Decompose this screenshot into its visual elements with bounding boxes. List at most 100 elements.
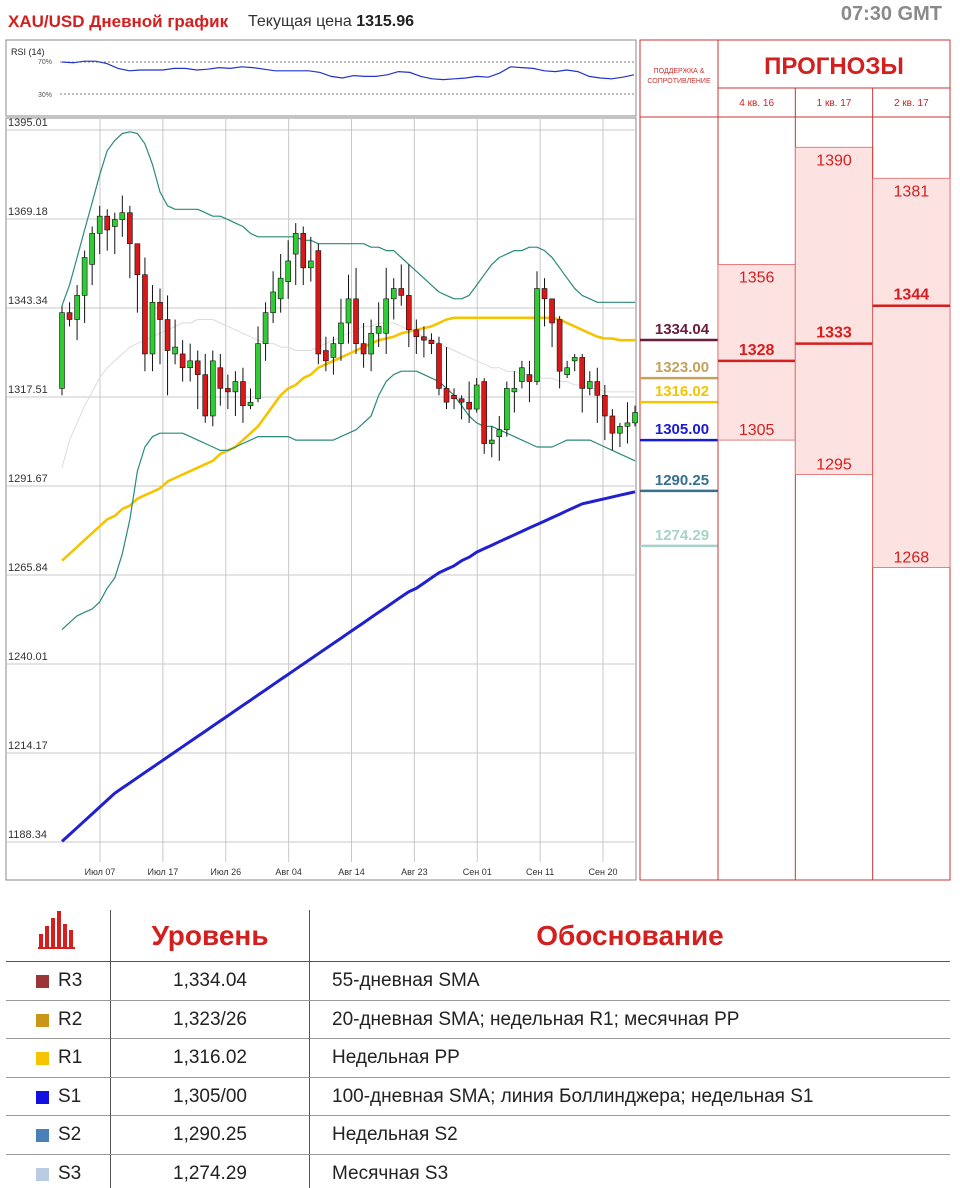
candle-bear [217, 367, 224, 389]
x-tick-label: Июл 07 [85, 867, 116, 877]
forecast-column-label: 1 кв. 17 [817, 98, 852, 109]
candle-bear [360, 343, 367, 355]
forecast-high-label: 1356 [739, 269, 775, 286]
forecast-mid-label: 1344 [894, 287, 930, 304]
candle-bear [104, 215, 111, 231]
candle-bull [504, 388, 510, 431]
candle-bear [609, 415, 616, 434]
candle-bull [330, 343, 337, 358]
bar-chart-icon [38, 911, 75, 949]
price-value: 1315.96 [356, 13, 415, 30]
level-name: S1 [58, 1085, 82, 1107]
candle-bull [74, 295, 80, 320]
rsi-label: RSI (14) [11, 47, 45, 57]
forecast-low-label: 1295 [816, 457, 852, 474]
candle-bull [255, 343, 261, 400]
candle-bear [421, 336, 427, 341]
support-title-line1: ПОДДЕРЖКА & [654, 68, 705, 75]
level-name: R2 [58, 1008, 83, 1030]
candle-bull [89, 233, 95, 265]
candle-bull [586, 381, 593, 389]
forecast-low-label: 1268 [894, 550, 930, 567]
candle-bear [240, 381, 246, 406]
support-level-label: 1274.29 [655, 527, 709, 544]
candle-bull [209, 360, 216, 417]
candle-bull [292, 233, 299, 255]
table-row: S2 1,290.25 Недельная S2 [6, 1116, 950, 1155]
candle-bear [353, 298, 359, 344]
level-name: S2 [58, 1124, 82, 1145]
candle-bull [345, 298, 352, 324]
level-reason: Недельная S2 [332, 1124, 458, 1145]
candle-bull [308, 260, 314, 269]
candle-bear [300, 233, 307, 269]
candle-bull [496, 429, 503, 437]
header-level: Уровень [110, 910, 310, 962]
candle-bull [383, 298, 389, 334]
series-bollinger_upper [61, 131, 635, 306]
level-color-swatch [36, 1090, 49, 1104]
level-color-swatch [36, 1167, 49, 1181]
forecast-range [717, 263, 796, 441]
level-color-swatch [36, 975, 49, 988]
table-row: R3 1,334.04 55-дневная SMA [6, 962, 950, 1001]
candle-bear [594, 381, 601, 396]
level-reason: Месячная S3 [332, 1162, 449, 1184]
candle-bull [338, 322, 344, 344]
candle-bear [443, 388, 450, 403]
candle-bull [119, 212, 126, 220]
candle-bull [285, 260, 291, 282]
candle-bear [458, 398, 465, 403]
candle-bear [194, 360, 201, 375]
forecast-mid-label: 1333 [816, 325, 852, 342]
y-tick-label: 1214.17 [8, 740, 48, 752]
candle-bear [66, 312, 73, 320]
candle-bear [579, 357, 586, 389]
candle-bear [225, 388, 231, 393]
candle-bear [398, 288, 405, 296]
candle-bear [323, 350, 329, 362]
forecast-range [794, 146, 874, 475]
candle-bear [315, 250, 322, 355]
x-tick-label: Авг 23 [401, 867, 428, 877]
y-tick-label: 1188.34 [8, 829, 47, 841]
candle-bear [413, 329, 420, 338]
y-tick-label: 1291.67 [8, 473, 48, 485]
x-tick-label: Сен 11 [526, 867, 554, 877]
rsi-tick-70: 70% [38, 59, 52, 66]
level-name: S3 [58, 1162, 82, 1184]
candle-bear [526, 374, 533, 382]
candle-bear [556, 319, 563, 372]
current-price: Текущая цена 1315.96 [248, 13, 414, 31]
level-color-swatch [36, 1129, 49, 1142]
x-tick-label: Сен 01 [463, 867, 492, 877]
rsi-line [61, 60, 635, 81]
candle-bear [179, 353, 186, 369]
forecast-high-label: 1390 [816, 152, 852, 169]
forecast-title: ПРОГНОЗЫ [764, 53, 904, 80]
candle-bear [202, 374, 209, 417]
forecast-high-label: 1381 [894, 183, 930, 200]
level-name: R1 [58, 1047, 83, 1068]
candle-bull [624, 422, 631, 427]
candle-bull [534, 288, 540, 382]
table-row: S3 1,274.29 Месячная S3 [6, 1154, 950, 1188]
level-reason: 20-дневная SMA; недельная R1; месячная P… [332, 1008, 740, 1030]
candle-bull [390, 288, 397, 300]
candle-bull [368, 332, 374, 355]
candle-bear [406, 295, 412, 331]
candle-bull [473, 384, 480, 410]
x-tick-label: Июл 26 [210, 867, 241, 877]
candle-bear [541, 288, 548, 300]
level-value: 1,290.25 [110, 1116, 310, 1154]
timestamp: 07:30 GMT [840, 3, 942, 25]
y-tick-label: 1240.01 [8, 651, 48, 663]
series-sma100 [60, 490, 636, 843]
y-tick-label: 1395.01 [8, 117, 48, 129]
level-reason: 100-дневная SMA; линия Боллинджера; неде… [332, 1085, 814, 1107]
chart-title: XAU/USD Дневной график [8, 12, 229, 31]
forecast-column-label: 2 кв. 17 [894, 98, 929, 109]
support-level-label: 1316.02 [655, 383, 709, 400]
candle-bull [270, 291, 276, 313]
candle-bull [81, 257, 88, 296]
